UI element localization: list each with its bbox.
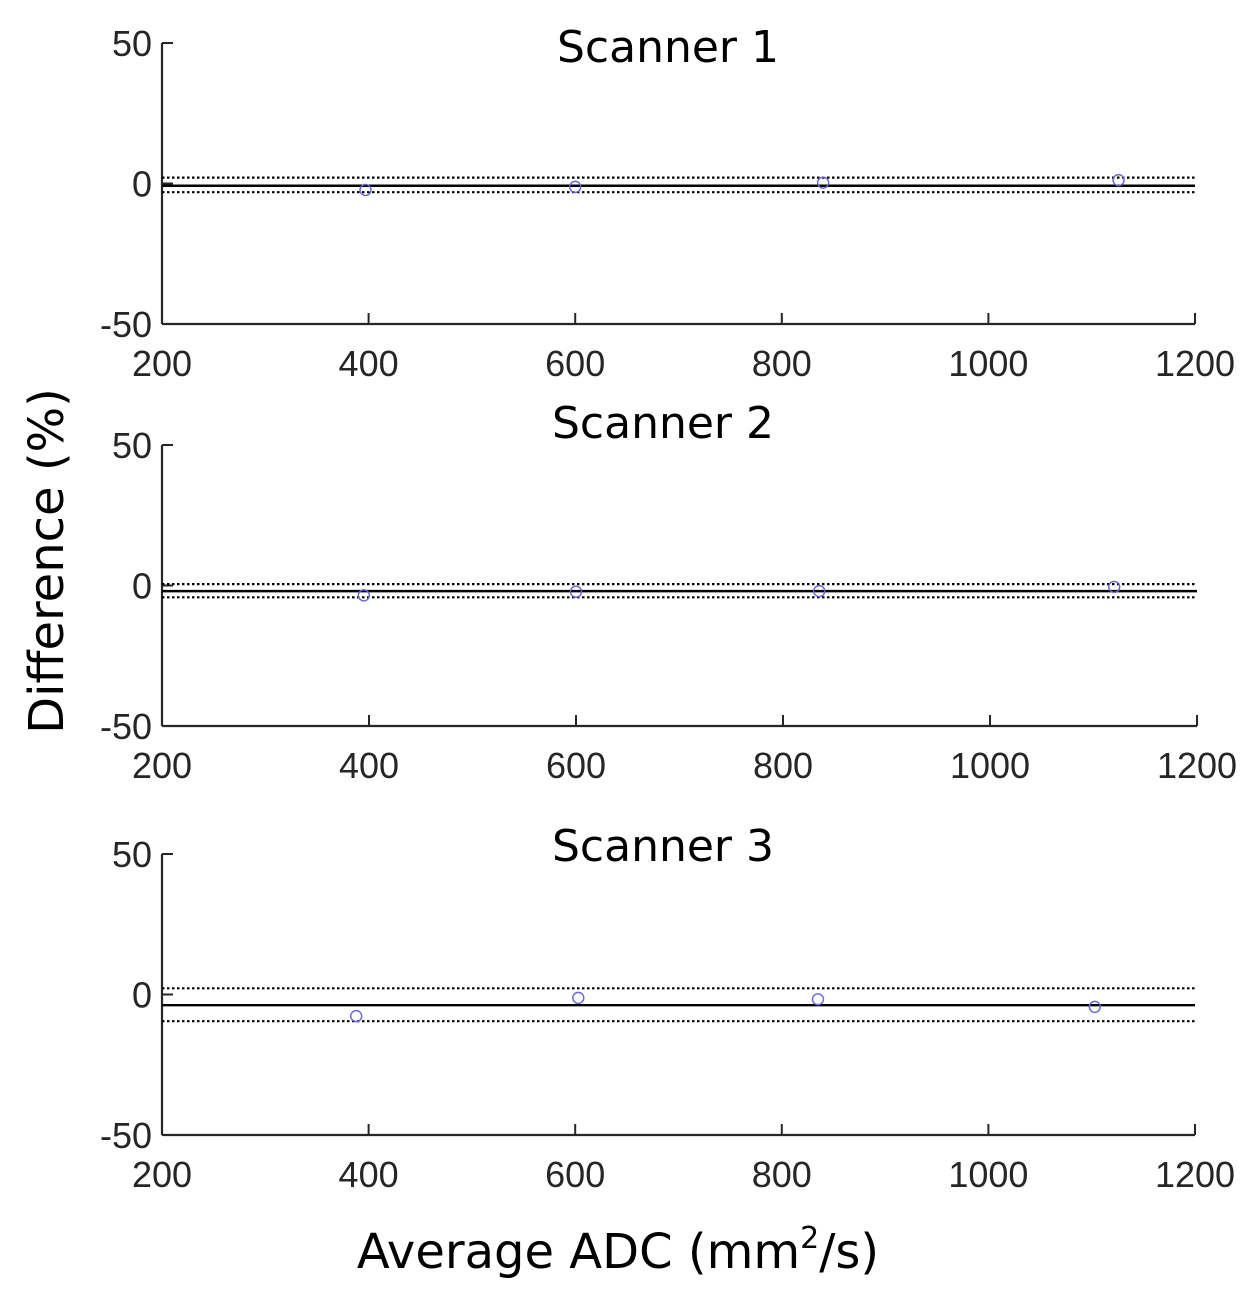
data-point [816, 176, 830, 189]
x-tick-label: 200 [132, 745, 192, 786]
data-point [1112, 173, 1125, 187]
data-point [357, 589, 371, 602]
y-tick-label: 50 [112, 23, 152, 64]
panel-3: Scanner 3 200 400 600 800 1000 1200 -50 0 50 [100, 821, 1235, 1195]
x-axis-title: Average ADC (mm2/s) [357, 1221, 879, 1280]
panel-title: Scanner 1 [557, 22, 779, 73]
data-point [1088, 1000, 1101, 1014]
x-axis-title-tail: /s) [819, 1224, 879, 1280]
x-tick-label: 600 [546, 745, 606, 786]
y-tick-label: 50 [112, 834, 152, 875]
x-tick-label: 800 [753, 745, 813, 786]
panel-2: Scanner 2 200 400 600 800 1000 1200 -50 0 50 [100, 398, 1237, 786]
x-tick-label: 1000 [950, 745, 1030, 786]
x-tick-label: 400 [339, 745, 399, 786]
y-tick-label: 50 [112, 425, 152, 466]
x-axis-title-main: Average ADC (mm [357, 1224, 800, 1280]
x-tick-label: 200 [132, 1154, 192, 1195]
data-point [359, 183, 372, 197]
x-tick-label: 800 [752, 1154, 812, 1195]
y-tick-label: -50 [100, 706, 152, 747]
x-tick-label: 1200 [1157, 745, 1237, 786]
data-point [811, 993, 825, 1006]
y-axis-title: Difference (%) [19, 388, 75, 734]
panel-title: Scanner 3 [552, 821, 774, 872]
y-tick-label: 0 [132, 164, 152, 205]
panels: Scanner 1200 400 600 800 1000 1200-50050Scann… [100, 22, 1237, 1195]
y-tick-label: 0 [132, 566, 152, 607]
y-tick-label: -50 [100, 304, 152, 345]
y-tick-label: 0 [132, 975, 152, 1016]
x-tick-label: 1200 [1155, 1154, 1235, 1195]
panel-title: Scanner 2 [552, 398, 774, 449]
data-point [1107, 580, 1121, 594]
x-tick-label: 800 [752, 343, 812, 384]
x-tick-label: 400 [339, 1154, 399, 1195]
data-point [350, 1009, 363, 1023]
data-point [569, 585, 583, 598]
x-tick-label: 400 [339, 343, 399, 384]
x-tick-label: 1000 [948, 1154, 1028, 1195]
x-tick-label: 200 [132, 343, 192, 384]
panel-1: Scanner 1 200 400 600 800 1000 1200 -50 0 50 [100, 22, 1235, 384]
data-point [569, 180, 582, 194]
x-tick-label: 1000 [948, 343, 1028, 384]
x-axis-title-superscript: 2 [800, 1221, 819, 1256]
x-tick-label: 1200 [1155, 343, 1235, 384]
x-tick-label: 600 [545, 343, 605, 384]
x-tick-label: 600 [545, 1154, 605, 1195]
y-tick-label: -50 [100, 1115, 152, 1156]
data-point [813, 584, 826, 598]
data-point [572, 991, 585, 1005]
